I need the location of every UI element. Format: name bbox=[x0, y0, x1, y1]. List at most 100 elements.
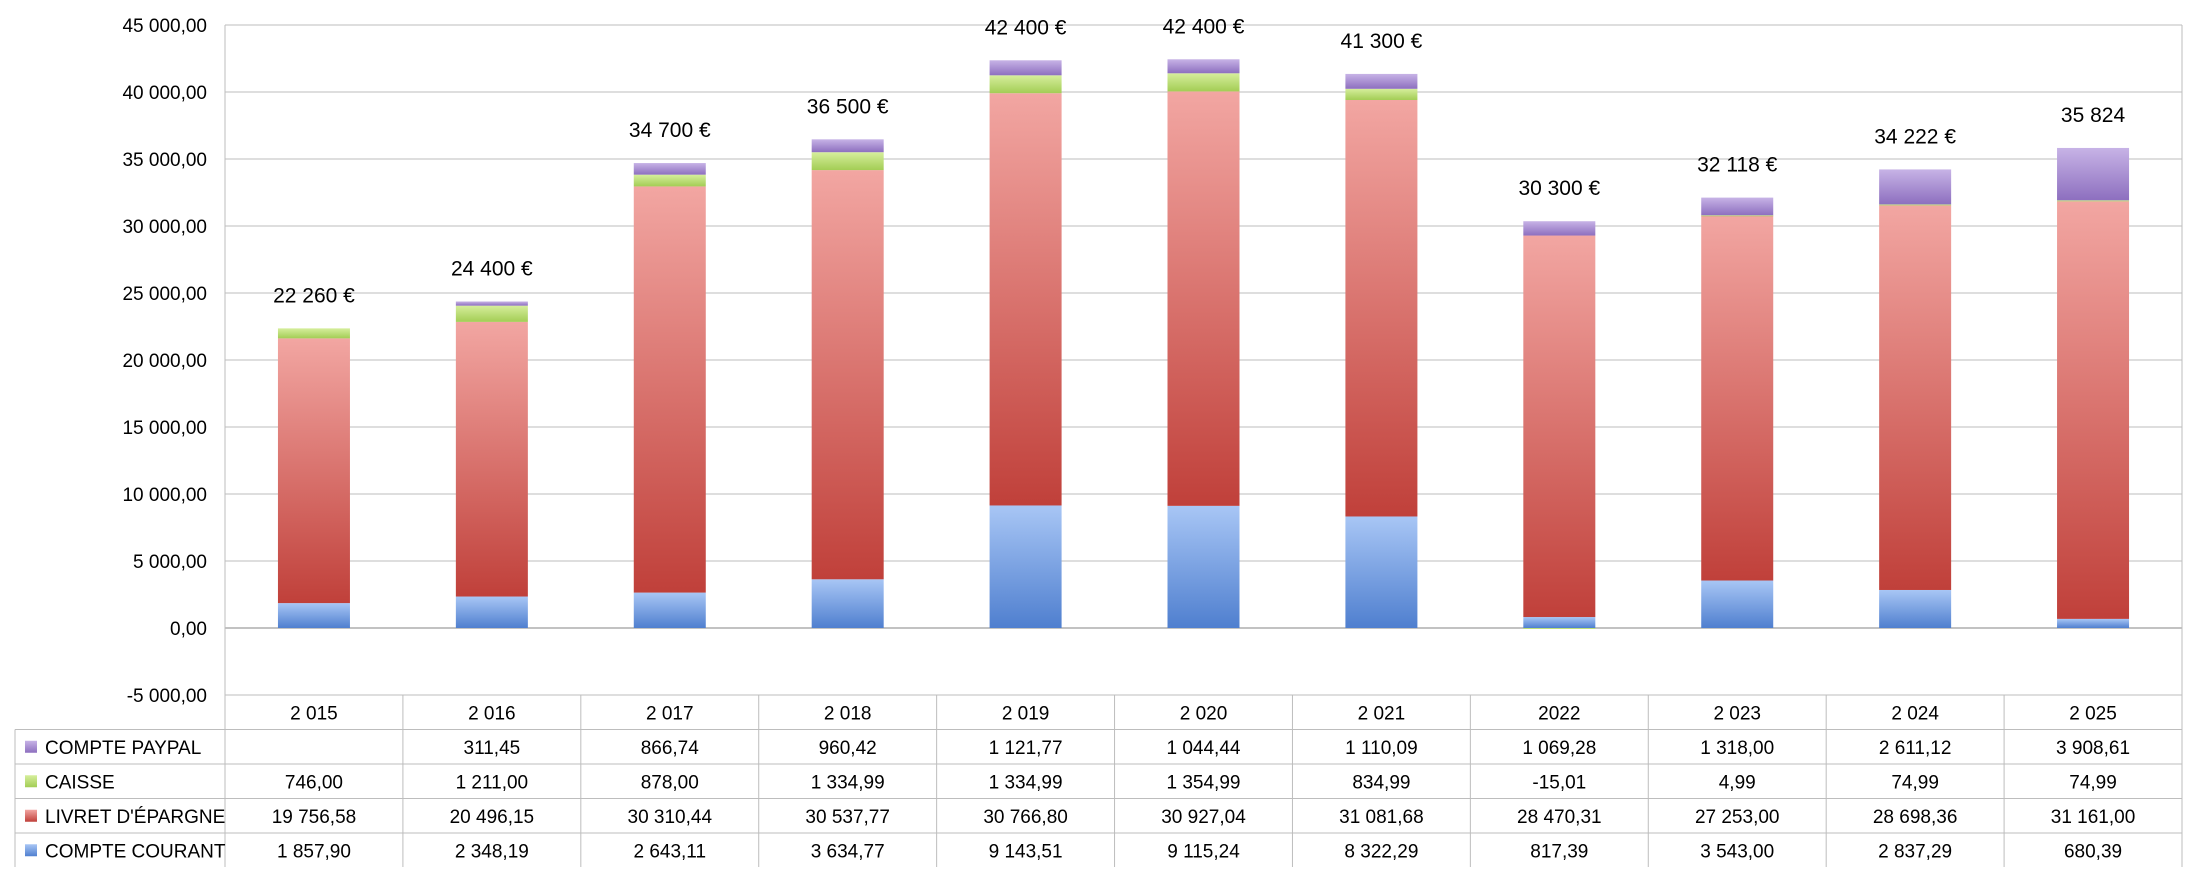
data-label: 2 611,12 bbox=[1879, 738, 1952, 759]
bar-segment-compte-courant bbox=[455, 596, 528, 628]
data-label: 817,39 bbox=[1530, 841, 1588, 862]
bar-segment-caisse bbox=[455, 305, 528, 322]
total-label: 32 118 € bbox=[1697, 154, 1778, 177]
y-tick-label: 15 000,00 bbox=[122, 418, 207, 439]
bar-segment-caisse bbox=[1701, 215, 1774, 217]
x-tick-label: 2 018 bbox=[824, 703, 872, 724]
bar-segment-caisse bbox=[633, 174, 706, 187]
x-tick-label: 2 017 bbox=[646, 703, 694, 724]
legend-key bbox=[25, 809, 37, 822]
bar-segment-livret-d-pargne bbox=[633, 186, 706, 593]
legend-label: COMPTE PAYPAL bbox=[45, 738, 201, 759]
x-tick-label: 2 020 bbox=[1180, 703, 1228, 724]
data-label: 30 927,04 bbox=[1161, 807, 1246, 828]
data-label: 9 115,24 bbox=[1167, 841, 1240, 862]
y-tick-label: 30 000,00 bbox=[122, 217, 207, 238]
total-labels: 22 260 € 24 400 € 34 700 € 36 500 € 42 400 €… bbox=[273, 15, 2125, 307]
legend-label: LIVRET D'ÉPARGNE bbox=[45, 807, 225, 828]
data-label: 27 253,00 bbox=[1695, 807, 1780, 828]
x-tick-label: 2 025 bbox=[2069, 703, 2117, 724]
bar-segment-caisse bbox=[2057, 200, 2130, 202]
x-tick-label: 2 016 bbox=[468, 703, 516, 724]
data-label: 8 322,29 bbox=[1344, 841, 1418, 862]
y-tick-label: 10 000,00 bbox=[122, 485, 207, 506]
bar-segment-livret-d-pargne bbox=[1701, 215, 1774, 581]
legend-key bbox=[25, 844, 37, 857]
bar-segment-livret-d-pargne bbox=[1345, 99, 1418, 517]
bar-segment-livret-d-pargne bbox=[811, 170, 884, 580]
bar-segment-compte-courant bbox=[277, 603, 350, 628]
data-table: 2 015 2 016 2 017 2 018 2 019 2 020 2 021 2022 2… bbox=[14, 694, 2183, 868]
data-label: 3 908,61 bbox=[2056, 738, 2130, 759]
data-label: 2 643,11 bbox=[633, 841, 706, 862]
data-label: 31 081,68 bbox=[1339, 807, 1424, 828]
bar-segment-livret-d-pargne bbox=[989, 93, 1062, 506]
x-tick-label: 2 019 bbox=[1002, 703, 1050, 724]
bar-segment-caisse bbox=[811, 152, 884, 171]
legend-label: COMPTE COURANT bbox=[45, 841, 226, 862]
bar-segment-compte-courant bbox=[989, 505, 1062, 628]
bar-segment-caisse bbox=[1167, 73, 1240, 92]
legend-key bbox=[25, 740, 37, 753]
bar-segment-compte-paypal bbox=[1879, 169, 1952, 205]
data-label: 74,99 bbox=[1891, 772, 1939, 793]
bar-segment-compte-courant bbox=[811, 579, 884, 628]
bar-segment-caisse bbox=[989, 75, 1062, 94]
bar-segment-livret-d-pargne bbox=[1523, 235, 1596, 618]
y-tick-label: -5 000,00 bbox=[127, 686, 207, 707]
bar-segment-livret-d-pargne bbox=[2057, 201, 2130, 619]
data-label: 960,42 bbox=[819, 738, 877, 759]
bar-segment-compte-courant bbox=[633, 592, 706, 628]
data-label: 1 211,00 bbox=[456, 772, 529, 793]
data-label: 834,99 bbox=[1352, 772, 1410, 793]
bar-segment-compte-paypal bbox=[2057, 147, 2130, 201]
data-label: 2 348,19 bbox=[455, 841, 529, 862]
data-label: 1 334,99 bbox=[989, 772, 1063, 793]
data-label: 1 069,28 bbox=[1522, 738, 1596, 759]
bar-segment-livret-d-pargne bbox=[1167, 91, 1240, 506]
bars bbox=[277, 59, 2130, 629]
bar-segment-livret-d-pargne bbox=[1879, 205, 1952, 590]
bar-segment-compte-courant bbox=[1879, 589, 1952, 628]
data-label: 1 334,99 bbox=[811, 772, 885, 793]
bar-segment-compte-courant bbox=[1345, 516, 1418, 628]
y-tick-label: 45 000,00 bbox=[122, 16, 207, 37]
bar-segment-compte-paypal bbox=[1345, 73, 1418, 89]
bar-segment-compte-courant bbox=[1523, 617, 1596, 628]
bar-segment-compte-paypal bbox=[989, 60, 1062, 76]
data-label: 30 537,77 bbox=[805, 807, 890, 828]
data-label: 28 470,31 bbox=[1517, 807, 1602, 828]
total-label: 42 400 € bbox=[1163, 15, 1245, 38]
data-label: 30 310,44 bbox=[628, 807, 713, 828]
bar-segment-caisse bbox=[1879, 204, 1952, 206]
x-tick-label: 2 021 bbox=[1358, 703, 1406, 724]
bar-segment-compte-paypal bbox=[1523, 221, 1596, 236]
bar-segment-compte-paypal bbox=[455, 301, 528, 306]
y-tick-label: 25 000,00 bbox=[122, 284, 207, 305]
bar-segment-livret-d-pargne bbox=[277, 338, 350, 604]
data-label: 28 698,36 bbox=[1873, 807, 1958, 828]
legend-label: CAISSE bbox=[45, 772, 115, 793]
bar-segment-caisse bbox=[277, 328, 350, 339]
data-label: 1 110,09 bbox=[1345, 738, 1418, 759]
x-tick-label: 2 015 bbox=[290, 703, 338, 724]
x-tick-label: 2 024 bbox=[1891, 703, 1939, 724]
data-label: 1 318,00 bbox=[1700, 738, 1774, 759]
total-label: 41 300 € bbox=[1341, 30, 1423, 53]
data-label: 3 634,77 bbox=[811, 841, 885, 862]
bar-segment-caisse bbox=[1345, 88, 1418, 100]
y-tick-label: 5 000,00 bbox=[133, 552, 207, 573]
data-label: 1 857,90 bbox=[277, 841, 351, 862]
total-label: 24 400 € bbox=[451, 257, 533, 280]
data-label: 878,00 bbox=[641, 772, 699, 793]
bar-segment-livret-d-pargne bbox=[455, 321, 528, 597]
y-tick-label: 0,00 bbox=[170, 619, 207, 640]
data-label: 19 756,58 bbox=[272, 807, 357, 828]
data-label: 20 496,15 bbox=[450, 807, 535, 828]
data-label: 1 121,77 bbox=[989, 738, 1063, 759]
total-label: 22 260 € bbox=[273, 284, 355, 307]
total-label: 34 700 € bbox=[629, 119, 711, 142]
bar-segment-compte-courant bbox=[1167, 505, 1240, 628]
data-label: 746,00 bbox=[285, 772, 343, 793]
